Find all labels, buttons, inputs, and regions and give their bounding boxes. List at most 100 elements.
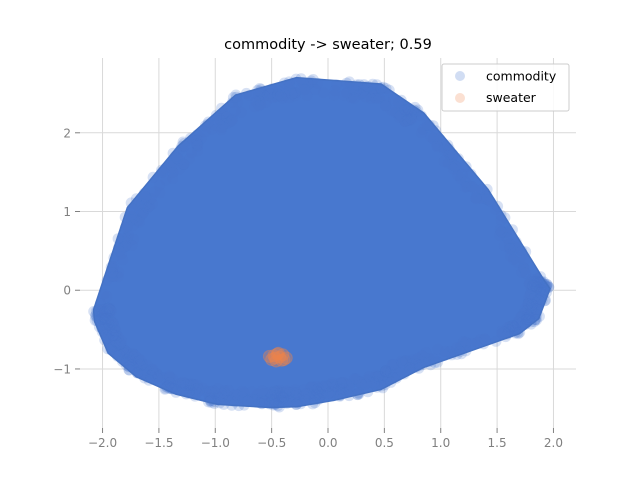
commodity-point [277, 391, 288, 403]
commodity-point [106, 317, 118, 328]
commodity-point [277, 387, 289, 398]
commodity-point [216, 122, 228, 133]
commodity-point [132, 352, 144, 364]
commodity-point [370, 376, 382, 388]
commodity-point [105, 324, 117, 336]
commodity-point [112, 331, 124, 343]
commodity-point [130, 214, 142, 226]
commodity-point [139, 199, 151, 211]
commodity-point [354, 376, 366, 388]
commodity-point [370, 92, 382, 104]
commodity-point [185, 132, 197, 144]
commodity-point [287, 88, 299, 99]
commodity-point [104, 334, 116, 346]
commodity-point [178, 159, 190, 170]
commodity-point [309, 392, 321, 404]
commodity-point [105, 305, 117, 317]
commodity-point [118, 241, 130, 253]
commodity-point [502, 327, 514, 339]
commodity-point [290, 387, 302, 399]
commodity-point [335, 378, 347, 390]
commodity-point [325, 386, 337, 398]
commodity-point [474, 334, 486, 346]
commodity-point [344, 378, 355, 390]
commodity-point [460, 336, 472, 348]
commodity-point [531, 282, 543, 294]
commodity-point [127, 348, 139, 360]
commodity-point [498, 326, 510, 338]
commodity-point [403, 104, 415, 116]
x-tick-label: 1.5 [488, 436, 507, 450]
commodity-point [110, 346, 122, 358]
commodity-point [152, 369, 163, 381]
commodity-point [457, 336, 469, 348]
commodity-point [517, 308, 529, 320]
commodity-point [215, 124, 227, 136]
commodity-point [427, 133, 439, 145]
commodity-point [262, 89, 274, 101]
commodity-point [102, 332, 114, 344]
commodity-point [100, 320, 112, 332]
commodity-point [380, 365, 392, 377]
commodity-point [506, 320, 517, 332]
commodity-point [295, 83, 307, 95]
legend-label-sweater: sweater [486, 90, 537, 105]
commodity-point [174, 163, 185, 175]
commodity-point [507, 320, 519, 332]
x-tick-label: −1.0 [201, 436, 230, 450]
commodity-point [334, 385, 346, 397]
commodity-point [170, 380, 182, 392]
commodity-point [530, 314, 541, 325]
commodity-point [110, 330, 121, 341]
commodity-point [459, 181, 471, 193]
commodity-point [410, 358, 422, 370]
commodity-point [109, 325, 121, 337]
commodity-point [96, 310, 108, 322]
commodity-point [310, 381, 322, 393]
commodity-point [178, 140, 190, 152]
commodity-point [385, 105, 397, 116]
commodity-point [149, 186, 161, 198]
commodity-point [271, 91, 282, 103]
commodity-point [103, 319, 115, 331]
commodity-point [99, 313, 111, 325]
commodity-point [150, 367, 162, 379]
commodity-point [290, 388, 302, 400]
commodity-point [520, 267, 532, 279]
commodity-point [274, 387, 286, 399]
commodity-point [113, 339, 125, 350]
commodity-point [350, 373, 362, 385]
commodity-point [94, 314, 106, 326]
commodity-point [461, 181, 473, 193]
commodity-point [269, 387, 281, 399]
commodity-point [135, 360, 147, 372]
commodity-point [151, 371, 163, 383]
commodity-point [316, 380, 328, 392]
commodity-point [377, 369, 389, 381]
commodity-point [536, 285, 548, 297]
commodity-point [114, 347, 126, 359]
x-axis-ticks: −2.0 −1.5 −1.0 −0.5 0.0 0.5 1.0 1.5 2.0 [88, 428, 563, 450]
commodity-point [360, 91, 372, 103]
commodity-point [469, 184, 481, 196]
commodity-point [312, 383, 324, 395]
commodity-point [370, 82, 382, 94]
commodity-point [153, 370, 165, 382]
commodity-point [287, 386, 299, 398]
commodity-point [110, 336, 122, 348]
commodity-point [305, 77, 317, 89]
commodity-point [388, 94, 400, 106]
commodity-point [283, 395, 295, 406]
commodity-point [188, 379, 200, 391]
commodity-point [382, 373, 394, 385]
commodity-point [531, 278, 543, 290]
commodity-point [97, 308, 109, 320]
commodity-point [229, 105, 241, 117]
commodity-point [217, 118, 229, 130]
commodity-point [191, 134, 203, 146]
commodity-point [107, 317, 119, 329]
commodity-point [127, 351, 139, 363]
commodity-point [322, 380, 334, 392]
commodity-point [266, 83, 278, 95]
commodity-point [399, 104, 411, 115]
